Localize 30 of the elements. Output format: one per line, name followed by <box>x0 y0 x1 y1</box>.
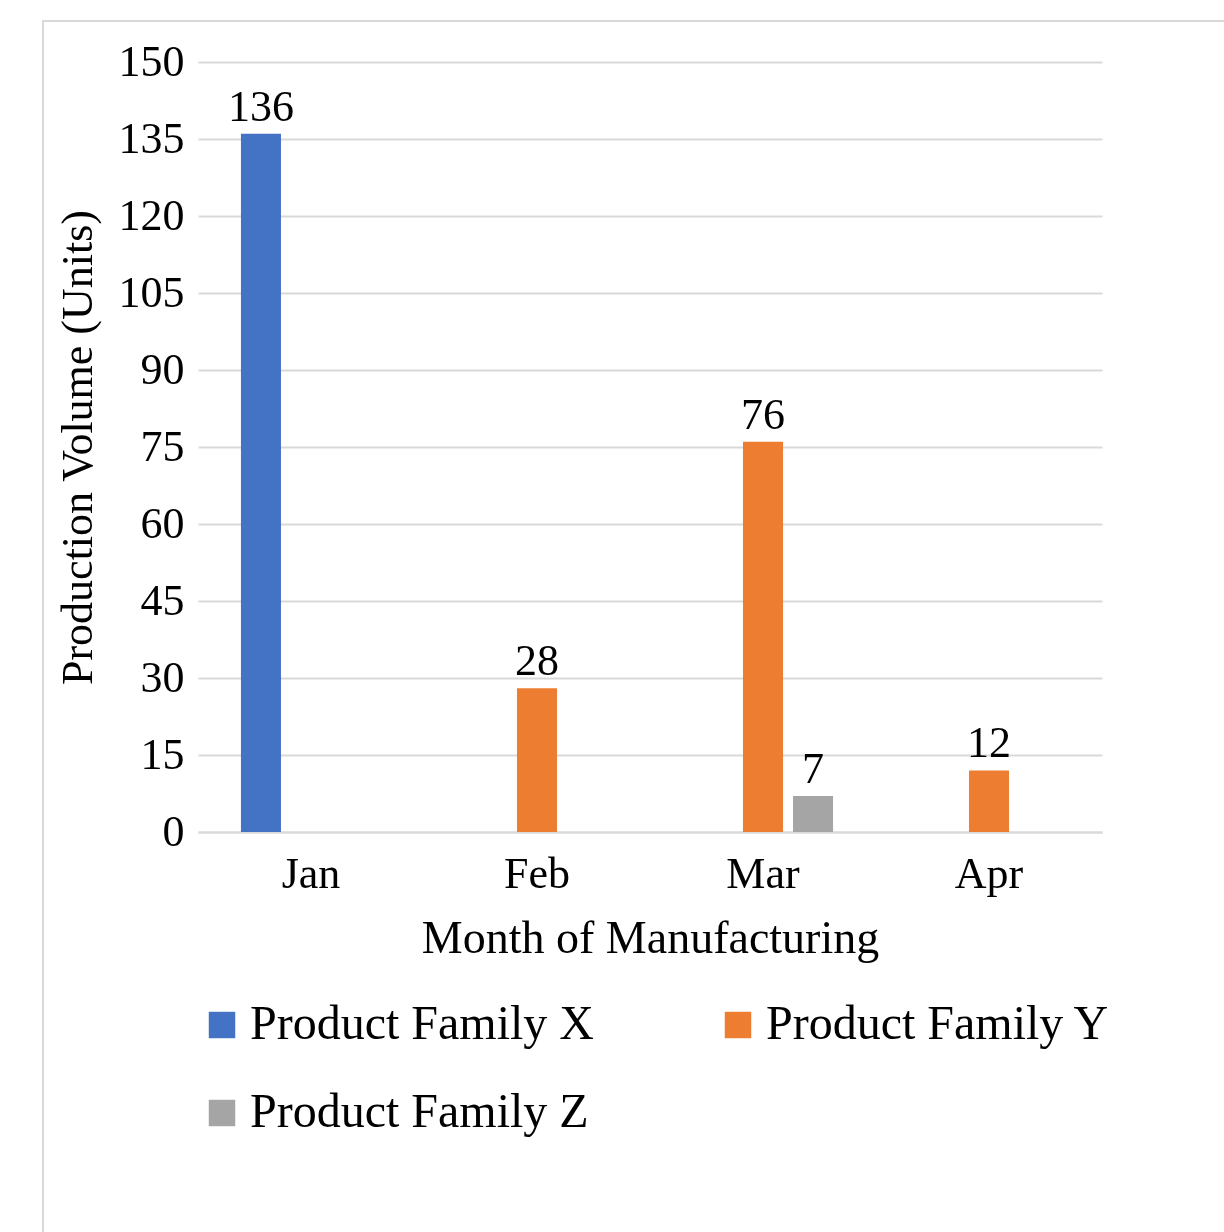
y-tick-label: 90 <box>140 344 185 394</box>
y-tick-label: 120 <box>118 190 185 240</box>
x-tick-label: Apr <box>954 848 1024 898</box>
bar <box>516 688 558 832</box>
legend-label: Product Family Z <box>250 1084 589 1137</box>
y-tick-label: 75 <box>140 421 185 471</box>
y-tick-label: 45 <box>140 575 185 625</box>
bar <box>240 133 281 832</box>
y-tick-label: 0 <box>162 806 185 856</box>
y-axis-title: Production Volume (Units) <box>52 209 102 686</box>
data-label: 12 <box>967 718 1011 768</box>
y-tick-label: 30 <box>140 652 185 702</box>
legend-label: Product Family Y <box>766 996 1109 1049</box>
x-tick-label: Feb <box>504 848 570 898</box>
data-label: 7 <box>802 744 825 794</box>
y-tick-label: 135 <box>118 113 185 163</box>
bar <box>968 770 1010 832</box>
bar <box>793 796 834 832</box>
data-label: 28 <box>515 636 559 686</box>
y-tick-label: 60 <box>140 498 185 548</box>
legend-label: Product Family X <box>250 996 594 1049</box>
data-label: 76 <box>741 389 785 439</box>
y-tick-label: 105 <box>118 267 185 317</box>
data-label: 136 <box>227 81 294 131</box>
y-tick-label: 15 <box>140 729 185 779</box>
x-tick-label: Jan <box>281 848 341 898</box>
y-tick-label: 150 <box>118 36 185 86</box>
bar <box>742 441 784 832</box>
x-tick-label: Mar <box>726 848 800 898</box>
x-axis-title: Month of Manufacturing <box>421 911 880 963</box>
